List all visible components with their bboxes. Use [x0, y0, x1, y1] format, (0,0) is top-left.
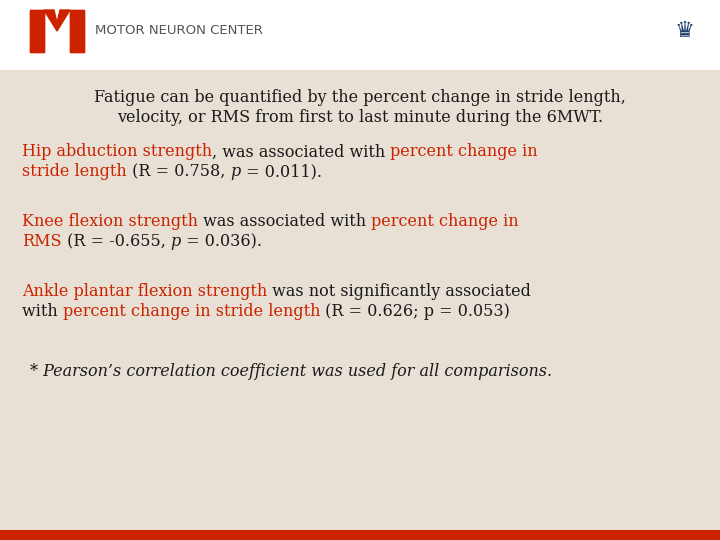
- Text: (R = -0.655,: (R = -0.655,: [61, 233, 171, 251]
- Text: * Pearson’s correlation coefficient was used for all comparisons.: * Pearson’s correlation coefficient was …: [30, 363, 552, 381]
- Text: stride length: stride length: [22, 164, 127, 180]
- Text: p: p: [171, 233, 181, 251]
- Text: Ankle plantar flexion strength: Ankle plantar flexion strength: [22, 284, 267, 300]
- Text: velocity, or RMS from first to last minute during the 6MWT.: velocity, or RMS from first to last minu…: [117, 110, 603, 126]
- Polygon shape: [30, 10, 44, 52]
- Bar: [30, 10, 44, 52]
- Text: percent change in stride length: percent change in stride length: [63, 303, 320, 321]
- Text: MOTOR NEURON CENTER: MOTOR NEURON CENTER: [95, 24, 263, 37]
- FancyBboxPatch shape: [0, 70, 720, 540]
- Text: was associated with: was associated with: [198, 213, 372, 231]
- Text: with: with: [22, 303, 63, 321]
- Text: (R = 0.626; p = 0.053): (R = 0.626; p = 0.053): [320, 303, 510, 321]
- Bar: [70, 10, 84, 52]
- Text: RMS: RMS: [22, 233, 61, 251]
- Text: Knee flexion strength: Knee flexion strength: [22, 213, 198, 231]
- Text: percent change in: percent change in: [372, 213, 519, 231]
- Text: ♛: ♛: [675, 21, 695, 41]
- Text: , was associated with: , was associated with: [212, 144, 390, 160]
- Text: = 0.036).: = 0.036).: [181, 233, 262, 251]
- Text: p: p: [230, 164, 240, 180]
- Text: was not significantly associated: was not significantly associated: [267, 284, 531, 300]
- Text: = 0.011).: = 0.011).: [240, 164, 322, 180]
- Polygon shape: [44, 10, 70, 31]
- Text: Hip abduction strength: Hip abduction strength: [22, 144, 212, 160]
- FancyBboxPatch shape: [0, 530, 720, 540]
- FancyBboxPatch shape: [0, 0, 720, 70]
- Text: percent change in: percent change in: [390, 144, 538, 160]
- Text: (R = 0.758,: (R = 0.758,: [127, 164, 230, 180]
- Text: Fatigue can be quantified by the percent change in stride length,: Fatigue can be quantified by the percent…: [94, 90, 626, 106]
- Polygon shape: [70, 10, 84, 52]
